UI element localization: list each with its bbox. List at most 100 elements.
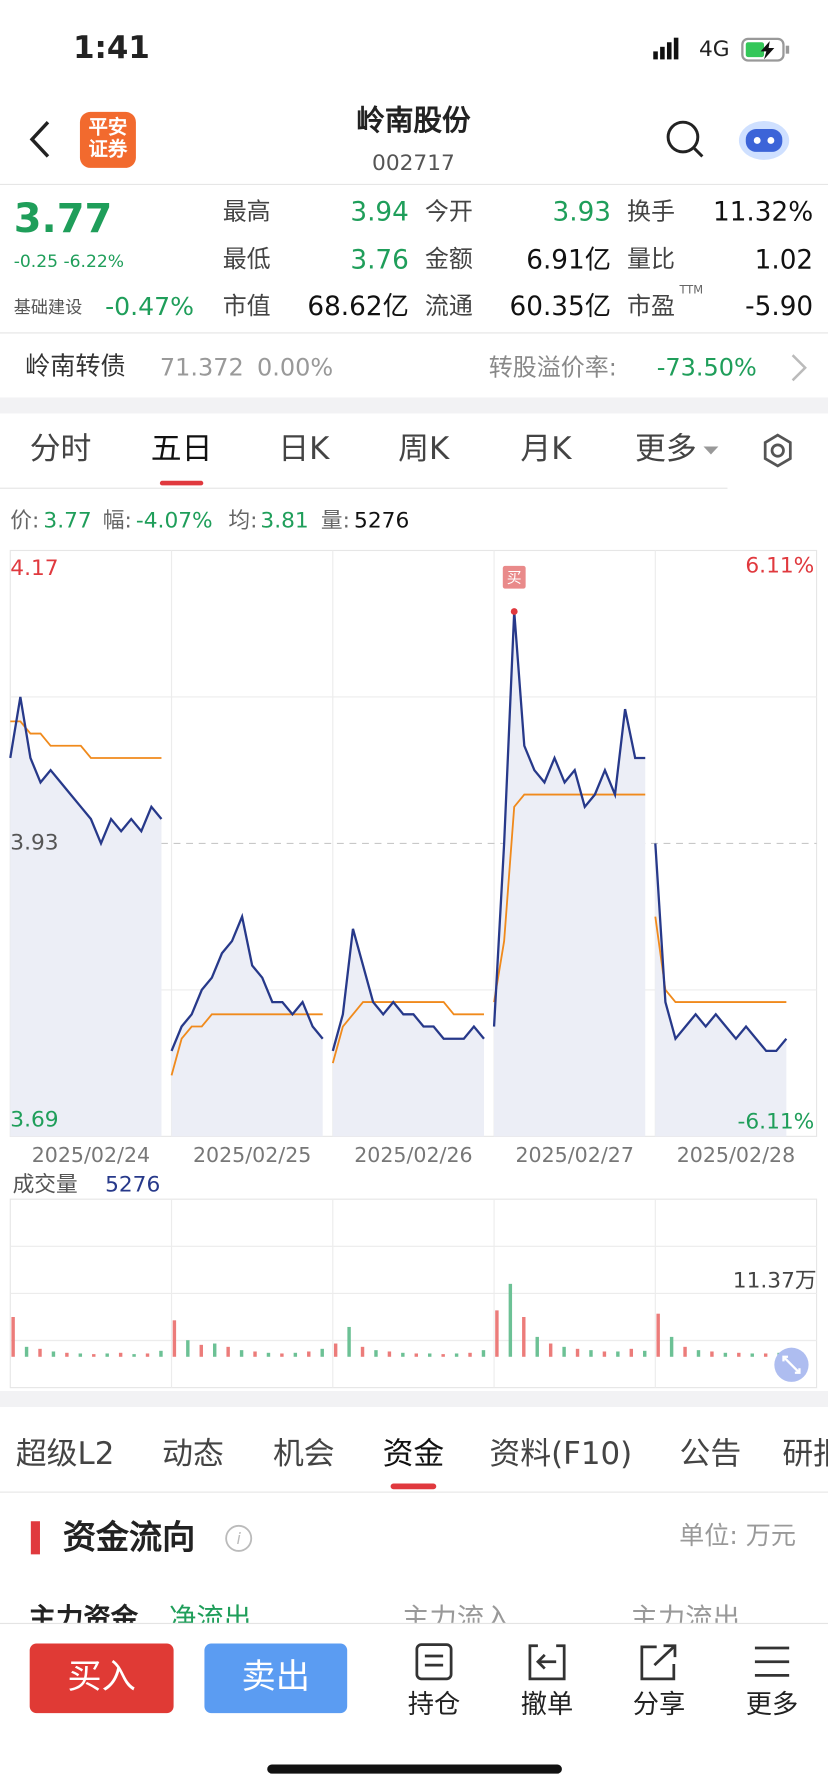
stock-code: 002717 (372, 150, 455, 176)
bond-name[interactable]: 岭南转债 (25, 352, 126, 382)
date-label: 2025/02/26 (354, 1143, 472, 1167)
content-tab[interactable]: 研报 (782, 1436, 828, 1473)
logo-text: 证券 (88, 138, 128, 162)
chart-tab[interactable]: 分时 (29, 431, 92, 468)
y-tick-label: 4.17 (10, 556, 58, 581)
holdings-icon (415, 1643, 453, 1681)
section-unit: 单位: 万元 (679, 1522, 797, 1551)
price-line (492, 611, 646, 1027)
volume-bar (387, 1351, 392, 1357)
section-accent (30, 1521, 40, 1555)
average-line (170, 1013, 323, 1076)
content-tab[interactable]: 动态 (162, 1436, 224, 1473)
average-line (10, 720, 162, 759)
info-price-label: 价: (10, 508, 40, 534)
sell-button[interactable]: 卖出 (204, 1643, 348, 1714)
settings-button[interactable] (758, 432, 797, 471)
field-value: 6.91亿 (526, 245, 612, 276)
more-icon (754, 1646, 790, 1677)
price-change: -0.25 -6.22% (13, 251, 125, 272)
back-button[interactable] (23, 119, 57, 160)
field-value: 11.32% (712, 197, 814, 228)
field-value: 3.94 (350, 197, 409, 228)
buy-tag-label: 买 (507, 569, 522, 586)
volume-bar (333, 1343, 338, 1357)
volume-bar (669, 1336, 674, 1357)
chart: 2025/02/24 2025/02/25 2025/02/26 2025/02/27… (9, 549, 818, 1389)
action-label[interactable]: 撤单 (520, 1690, 574, 1720)
info-avg: 3.81 (260, 508, 309, 534)
search-button[interactable] (665, 119, 706, 160)
separator (0, 1391, 828, 1408)
info-avg-label: 均: (228, 508, 258, 534)
field-label: 换手 (626, 197, 675, 225)
cancel-icon (528, 1644, 566, 1681)
section-title: 资金流向 (62, 1517, 196, 1557)
price-area (332, 928, 484, 1137)
volume-bar (360, 1346, 365, 1357)
volume-bar (105, 1353, 109, 1357)
bond-chevron[interactable] (788, 352, 811, 384)
action-label[interactable]: 持仓 (407, 1690, 461, 1720)
chart-tab[interactable]: 周K (398, 431, 450, 468)
status-time: 1:41 (73, 30, 150, 67)
volume-bar (629, 1348, 634, 1357)
field-value: 3.76 (350, 245, 409, 276)
sell-label: 卖出 (241, 1657, 311, 1698)
logo-text: 平安 (88, 116, 128, 140)
price-line (9, 696, 163, 847)
volume-max-label: 11.37万 (733, 1268, 817, 1293)
chart-tab[interactable]: 月K (520, 431, 572, 468)
home-indicator (267, 1764, 562, 1774)
field-value: -5.90 (745, 292, 814, 323)
chart-tab[interactable]: 五日 (150, 431, 213, 468)
info-icon[interactable]: i (224, 1524, 254, 1554)
volume-bar (616, 1351, 620, 1357)
volume-bar (293, 1352, 298, 1357)
field-value: 1.02 (754, 245, 814, 276)
chart-tab[interactable]: 更多 (634, 431, 697, 468)
assistant-button[interactable] (737, 116, 792, 162)
price-area (494, 611, 646, 1137)
info-vol: 5276 (354, 508, 410, 534)
action-label[interactable]: 分享 (632, 1690, 686, 1720)
price-area (10, 696, 162, 1137)
volume-bar (428, 1353, 432, 1357)
broker-logo: 平安 证券 (79, 111, 136, 168)
volume-bar (159, 1350, 163, 1357)
content-tab[interactable]: 机会 (272, 1436, 335, 1473)
price-area (171, 916, 323, 1137)
separator (0, 397, 828, 414)
action-label[interactable]: 更多 (745, 1690, 799, 1720)
volume-value: 5276 (105, 1172, 160, 1197)
volume-bar (737, 1352, 741, 1357)
volume-bar (575, 1348, 580, 1357)
stock-name: 岭南股份 (356, 103, 471, 138)
content-tab[interactable]: 资料(F10) (489, 1436, 633, 1473)
field-label: 最低 (222, 245, 271, 273)
field-label: 流通 (424, 292, 473, 320)
buy-button[interactable]: 买入 (29, 1643, 174, 1714)
volume-bar (763, 1353, 768, 1357)
date-label: 2025/02/28 (677, 1143, 795, 1167)
volume-bar (481, 1350, 486, 1357)
volume-bar (320, 1348, 324, 1357)
info-range: -4.07% (135, 508, 213, 534)
volume-bar (696, 1350, 701, 1357)
chart-tab[interactable]: 日K (278, 431, 330, 468)
volume-bar (65, 1352, 69, 1357)
info-price: 3.77 (43, 508, 92, 534)
content-tab[interactable]: 资金 (382, 1436, 445, 1473)
volume-bar (441, 1354, 445, 1357)
sector-change: -0.47% (105, 293, 194, 323)
share-icon (640, 1644, 677, 1681)
volume-bar (710, 1351, 714, 1357)
volume-bar (280, 1353, 284, 1357)
average-line (654, 916, 787, 1004)
volume-bar (172, 1320, 177, 1357)
tab-indicator (159, 480, 204, 486)
content-tab[interactable]: 超级L2 (15, 1436, 115, 1473)
volume-bar (535, 1336, 539, 1357)
field-label: 量比 (626, 245, 675, 273)
content-tab[interactable]: 公告 (679, 1436, 742, 1473)
